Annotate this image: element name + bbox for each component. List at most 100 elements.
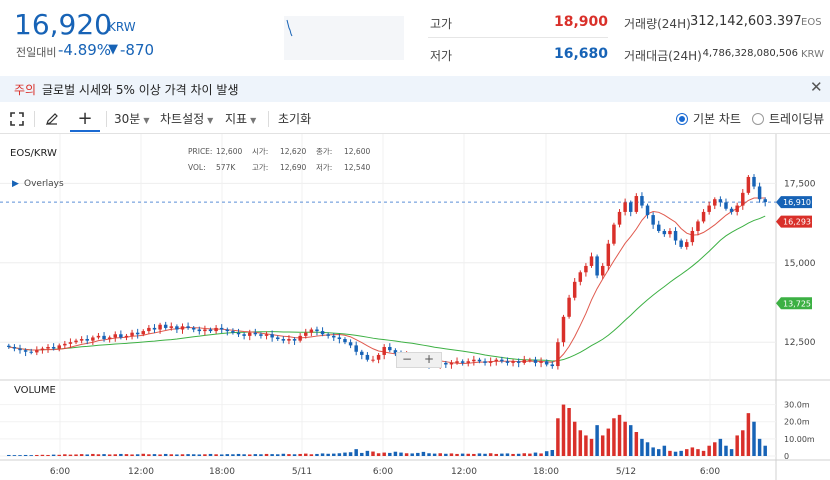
volume-bar bbox=[203, 454, 207, 456]
zoom-out-button[interactable]: − bbox=[402, 352, 413, 366]
volume-bar bbox=[438, 453, 442, 456]
info-open: 12,620 bbox=[280, 147, 306, 156]
volume-bar bbox=[718, 438, 723, 456]
indicators-button[interactable]: 지표 ▼ bbox=[225, 108, 256, 130]
zoom-control: − + bbox=[396, 352, 442, 368]
candle-body bbox=[259, 334, 263, 336]
candle-body bbox=[169, 326, 174, 328]
candle-body bbox=[595, 256, 599, 276]
volume-bar bbox=[690, 447, 695, 456]
candle-body bbox=[175, 326, 179, 330]
volume-bar bbox=[152, 454, 157, 456]
close-icon[interactable]: ✕ bbox=[810, 78, 823, 96]
volume-bar bbox=[186, 454, 190, 456]
candle-body bbox=[388, 346, 392, 351]
volume-tick-label: 10.00m bbox=[784, 435, 815, 444]
volume-bar bbox=[326, 453, 330, 456]
volume-bar bbox=[578, 430, 583, 456]
candle-body bbox=[735, 205, 739, 212]
volume-bar bbox=[348, 452, 353, 456]
candle-body bbox=[382, 346, 386, 355]
current-price: 16,920 bbox=[14, 8, 112, 41]
volume-bar bbox=[23, 454, 28, 456]
volume-bar bbox=[197, 454, 202, 456]
volume-bar bbox=[528, 453, 532, 456]
volume-bar bbox=[500, 453, 504, 456]
interval-select[interactable]: 30분 ▼ bbox=[114, 108, 149, 130]
chevron-down-icon: ▼ bbox=[207, 116, 214, 125]
x-tick-label: 5/11 bbox=[292, 467, 312, 477]
volume-bar bbox=[488, 453, 493, 456]
info-low: 12,540 bbox=[344, 163, 370, 172]
info-vol: 577K bbox=[216, 163, 236, 172]
high-value: 18,900 bbox=[553, 14, 608, 30]
candle-body bbox=[528, 359, 532, 361]
x-tick-label: 6:00 bbox=[700, 467, 720, 477]
volume-bar bbox=[410, 453, 414, 456]
volume-bar bbox=[505, 453, 510, 456]
crosshair-icon[interactable]: + bbox=[77, 108, 93, 129]
price-tag-box bbox=[776, 297, 812, 310]
info-close: 12,600 bbox=[344, 147, 370, 156]
candle-body bbox=[158, 324, 162, 330]
pencil-icon[interactable] bbox=[41, 108, 63, 130]
candle-body bbox=[354, 345, 358, 352]
volume-bar bbox=[572, 421, 577, 456]
volume-bar bbox=[141, 453, 146, 456]
overlays-toggle[interactable]: Overlays bbox=[24, 179, 64, 189]
volume-bar bbox=[119, 453, 123, 456]
volume-unit: EOS bbox=[801, 17, 822, 28]
fullscreen-icon[interactable] bbox=[6, 108, 28, 130]
volume-bar bbox=[645, 442, 650, 456]
tradingview-radio[interactable]: 트레이딩뷰 bbox=[752, 108, 824, 130]
candle-body bbox=[589, 256, 594, 266]
volume-bar bbox=[746, 413, 751, 456]
volume-bar bbox=[51, 454, 56, 456]
volume-bar bbox=[57, 454, 61, 456]
candle-body bbox=[584, 265, 588, 273]
candle-body bbox=[315, 329, 319, 332]
play-icon[interactable]: ▶ bbox=[12, 179, 19, 189]
volume-bar bbox=[158, 454, 162, 456]
price-tag-label: 13,725 bbox=[783, 299, 811, 308]
price-chart[interactable]: 17,500 15,000 12,500 30.0m 20.0m 10.00m 0 6:00… bbox=[0, 134, 830, 480]
x-tick-label: 12:00 bbox=[451, 467, 477, 477]
candle-body bbox=[304, 332, 308, 336]
candle-body bbox=[18, 348, 22, 351]
volume-bar bbox=[253, 454, 258, 456]
volume-bar bbox=[393, 451, 398, 456]
candle-body bbox=[449, 362, 454, 365]
basic-chart-radio[interactable]: 기본 차트 bbox=[676, 108, 741, 130]
candle-body bbox=[483, 361, 487, 363]
candle-body bbox=[12, 346, 17, 349]
change-label: 전일대비 bbox=[16, 46, 57, 59]
volume-bar bbox=[102, 454, 106, 456]
candle-body bbox=[628, 202, 633, 212]
volume-bar bbox=[662, 445, 667, 456]
x-axis: 6:00 12:00 18:00 5/11 6:00 12:00 18:00 5/12 6:00 bbox=[50, 467, 720, 477]
tradingview-label: 트레이딩뷰 bbox=[769, 112, 825, 126]
grid-lines bbox=[0, 134, 776, 460]
chart-settings-button[interactable]: 차트설정 ▼ bbox=[160, 108, 213, 130]
volume-bar bbox=[432, 453, 437, 456]
volume-bar bbox=[427, 453, 431, 456]
volume-bar bbox=[612, 418, 616, 456]
candle-body bbox=[533, 359, 538, 363]
volume-bar bbox=[460, 453, 465, 456]
volume-bar bbox=[130, 454, 134, 456]
candle-body bbox=[79, 339, 84, 341]
volume-bar bbox=[735, 435, 739, 456]
candle-body bbox=[7, 345, 11, 347]
zoom-in-button[interactable]: + bbox=[424, 352, 435, 366]
candle-body bbox=[472, 359, 476, 362]
reset-button[interactable]: 초기화 bbox=[278, 112, 312, 126]
toolbar-divider bbox=[34, 111, 35, 127]
y-tick-label: 17,500 bbox=[784, 179, 816, 189]
volume-bar bbox=[494, 453, 498, 456]
candle-body bbox=[152, 327, 157, 330]
candle-body bbox=[147, 327, 151, 332]
volume-bar bbox=[589, 438, 594, 456]
volume-bar bbox=[763, 445, 767, 456]
volume-bar bbox=[634, 432, 639, 456]
amount-label: 거래대금(24H) bbox=[624, 49, 702, 63]
